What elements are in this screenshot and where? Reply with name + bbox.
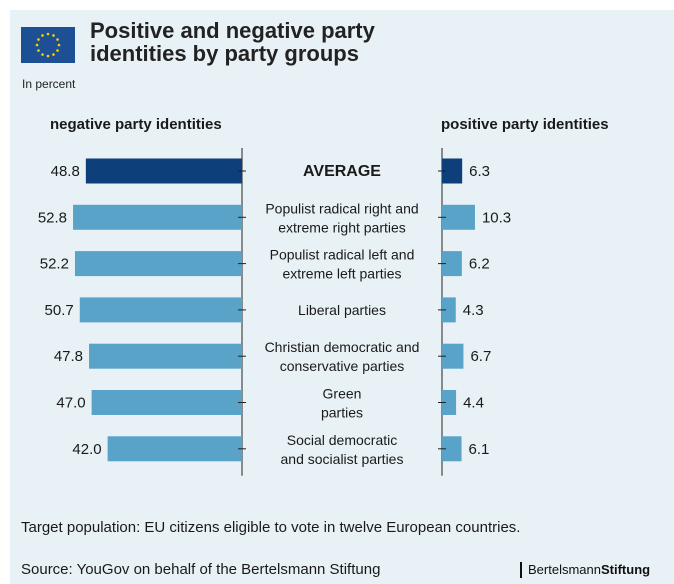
flag-star xyxy=(46,32,50,36)
category-label: Liberal parties xyxy=(298,302,386,318)
negative-value-label: 48.8 xyxy=(51,163,80,180)
negative-bar xyxy=(73,204,242,230)
flag-star xyxy=(57,43,61,47)
bertelsmann-stiftung-logo: BertelsmannStiftung xyxy=(520,562,650,578)
negative-value-label: 42.0 xyxy=(72,441,101,458)
negative-value-label: 47.8 xyxy=(54,348,83,365)
left-column-heading: negative party identities xyxy=(50,116,222,133)
positive-bar xyxy=(442,297,456,323)
category-label: Green xyxy=(323,386,362,402)
chart-panel xyxy=(10,10,674,584)
flag-star xyxy=(37,49,40,52)
positive-bar xyxy=(442,204,475,230)
category-label: extreme right parties xyxy=(278,219,406,235)
positive-value-label: 6.1 xyxy=(469,441,490,458)
positive-value-label: 4.3 xyxy=(463,302,484,319)
flag-star xyxy=(56,49,59,52)
category-label: AVERAGE xyxy=(303,163,381,180)
negative-bar xyxy=(85,158,242,184)
title-line-2: identities by party groups xyxy=(90,41,359,66)
negative-value-label: 47.0 xyxy=(56,395,85,412)
positive-bar xyxy=(442,251,462,277)
negative-bar xyxy=(91,390,242,415)
category-label: parties xyxy=(321,405,363,421)
category-label: extreme left parties xyxy=(282,266,401,282)
positive-value-label: 6.2 xyxy=(469,256,490,273)
negative-value-label: 52.8 xyxy=(38,209,67,226)
flag-star xyxy=(35,43,39,47)
category-label: and socialist parties xyxy=(281,451,404,467)
negative-value-label: 50.7 xyxy=(45,302,74,319)
category-label: Christian democratic and xyxy=(265,339,420,355)
chart-title: Positive and negative party identities b… xyxy=(90,19,510,65)
positive-bar xyxy=(442,343,464,369)
category-label: Populist radical right and xyxy=(265,200,418,216)
flag-star xyxy=(52,34,55,37)
positive-bar xyxy=(442,158,463,184)
flag-star xyxy=(41,34,44,37)
population-note: Target population: EU citizens eligible … xyxy=(21,519,521,536)
source-note: Source: YouGov on behalf of the Bertelsm… xyxy=(21,561,381,578)
category-label: Social democratic xyxy=(287,432,398,448)
flag-star xyxy=(37,38,40,41)
chart-subtitle: In percent xyxy=(22,77,76,91)
positive-bar xyxy=(442,436,462,462)
positive-bar xyxy=(442,390,457,415)
right-column-heading: positive party identities xyxy=(441,116,609,133)
positive-value-label: 6.3 xyxy=(469,163,490,180)
negative-value-label: 52.2 xyxy=(40,256,69,273)
flag-star xyxy=(46,54,50,58)
negative-bar xyxy=(89,343,242,369)
flag-star xyxy=(52,53,55,56)
negative-bar xyxy=(79,297,242,323)
positive-value-label: 4.4 xyxy=(463,395,484,412)
category-label: Populist radical left and xyxy=(270,247,415,263)
positive-value-label: 6.7 xyxy=(470,348,491,365)
negative-bar xyxy=(107,436,242,462)
positive-value-label: 10.3 xyxy=(482,209,511,226)
negative-bar xyxy=(74,251,243,277)
flag-star xyxy=(41,53,44,56)
category-label: conservative parties xyxy=(280,358,405,374)
eu-flag-icon xyxy=(21,27,75,63)
flag-star xyxy=(56,38,59,41)
title-line-1: Positive and negative party xyxy=(90,18,375,43)
